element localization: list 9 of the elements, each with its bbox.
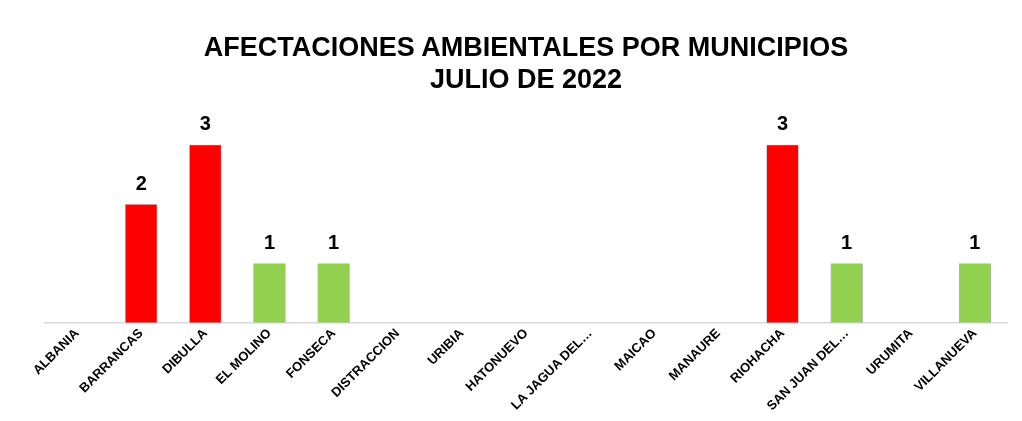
data-label: 1	[328, 231, 340, 254]
text: JULIO DE 2022	[429, 64, 623, 95]
data-label: 2	[135, 171, 147, 194]
text: AFECTACIONES AMBIENTALES POR MUNICIPIOS	[203, 31, 849, 62]
data-label: 1	[841, 231, 853, 254]
data-label: 3	[199, 112, 211, 135]
data-label: 1	[969, 231, 981, 254]
data-label: 3	[776, 112, 789, 135]
data-label: 1	[263, 231, 276, 254]
